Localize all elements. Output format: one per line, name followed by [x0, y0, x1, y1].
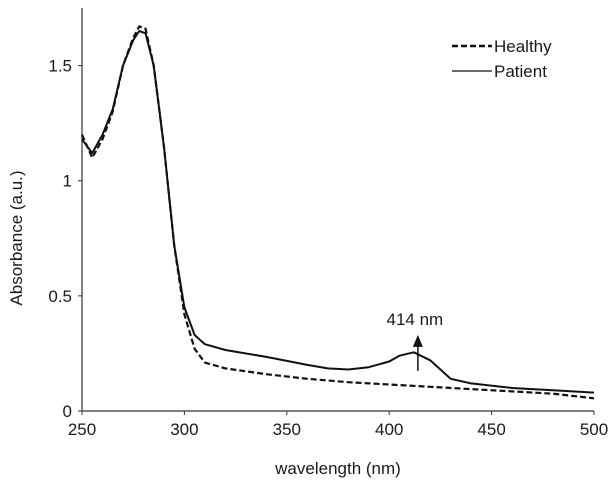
annotation-layer: 414 nm: [387, 310, 444, 371]
x-axis-ticks: 250 300 350 400 450 500: [68, 411, 608, 439]
plot-area: [81, 8, 594, 412]
y-tick-label: 1: [63, 172, 72, 191]
x-axis-label: wavelength (nm): [274, 459, 401, 478]
y-tick-label: 0: [63, 402, 72, 421]
x-tick-label: 450: [477, 420, 505, 439]
x-tick-label: 350: [273, 420, 301, 439]
annotation-label: 414 nm: [387, 310, 444, 329]
annotation-arrow-head: [412, 334, 423, 347]
x-tick-label: 500: [580, 420, 608, 439]
series-line-healthy: [80, 25, 595, 400]
x-tick-label: 400: [375, 420, 403, 439]
legend: Healthy Patient: [452, 37, 552, 81]
series-line-patient: [81, 30, 595, 394]
y-tick-label: 0.5: [48, 287, 72, 306]
legend-label-healthy: Healthy: [494, 37, 552, 56]
series-layer: [80, 25, 595, 400]
legend-label-patient: Patient: [494, 62, 547, 81]
y-tick-label: 1.5: [48, 57, 72, 76]
y-axis-label: Absorbance (a.u.): [7, 170, 26, 305]
x-tick-label: 250: [68, 420, 96, 439]
x-tick-label: 300: [170, 420, 198, 439]
y-axis-ticks: 0 0.5 1 1.5: [48, 57, 82, 421]
